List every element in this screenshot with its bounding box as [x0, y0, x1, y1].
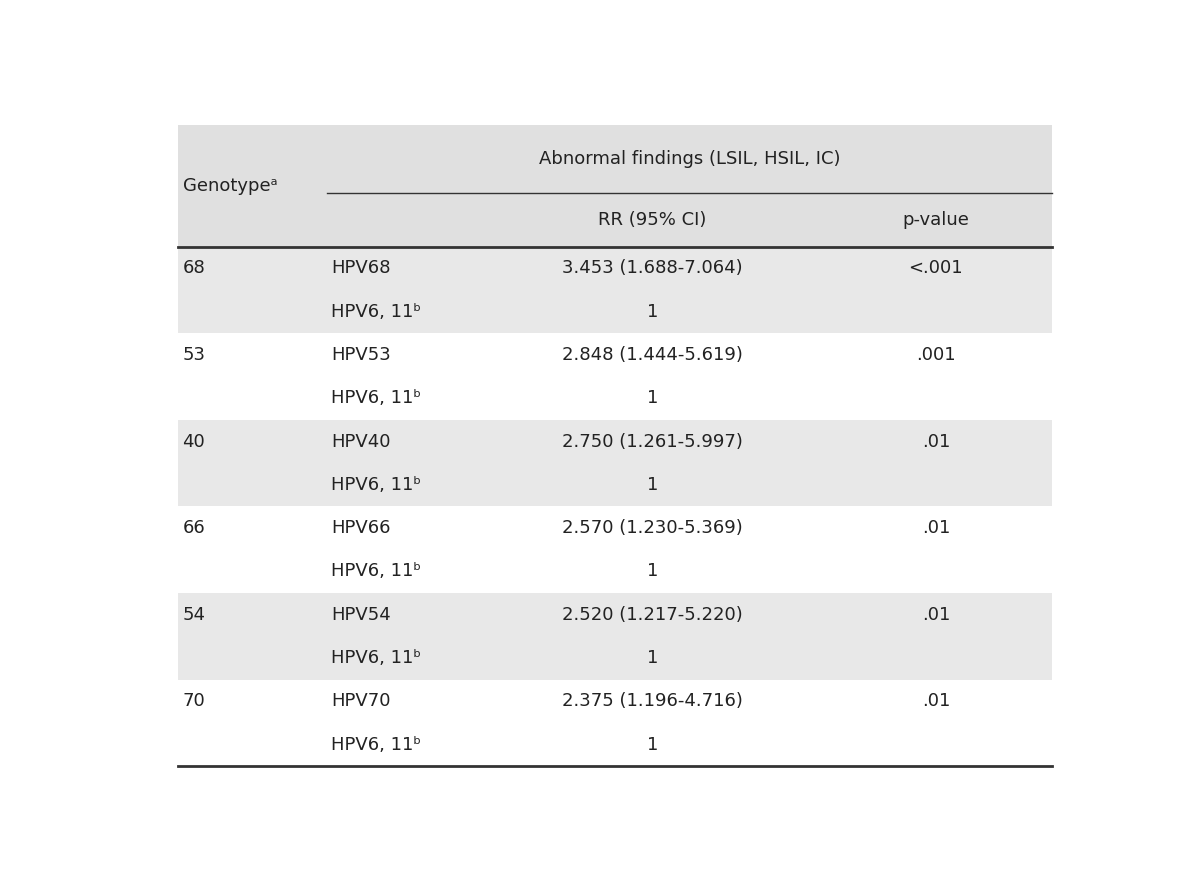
Text: 68: 68 [182, 259, 205, 278]
Bar [178, 125, 1052, 247]
Text: HPV66: HPV66 [331, 519, 391, 537]
Text: HPV54: HPV54 [331, 605, 391, 624]
Text: 40: 40 [182, 433, 205, 450]
Bar [178, 290, 1052, 334]
Text: 70: 70 [182, 692, 205, 710]
Bar [178, 377, 1052, 420]
Text: <.001: <.001 [908, 259, 964, 278]
Text: .01: .01 [922, 433, 950, 450]
Text: 53: 53 [182, 346, 205, 364]
Text: HPV6, 11ᵇ: HPV6, 11ᵇ [331, 562, 421, 581]
Text: 66: 66 [182, 519, 205, 537]
Text: 1: 1 [647, 476, 658, 494]
Text: Genotypeᵃ: Genotypeᵃ [182, 177, 277, 195]
Text: .001: .001 [916, 346, 955, 364]
Bar [178, 247, 1052, 290]
Text: RR (95% CI): RR (95% CI) [598, 211, 707, 229]
Bar [178, 334, 1052, 377]
Text: 1: 1 [647, 562, 658, 581]
Text: 2.375 (1.196-4.716): 2.375 (1.196-4.716) [562, 692, 743, 710]
Text: 3.453 (1.688-7.064): 3.453 (1.688-7.064) [562, 259, 743, 278]
Text: .01: .01 [922, 692, 950, 710]
Text: 2.520 (1.217-5.220): 2.520 (1.217-5.220) [562, 605, 743, 624]
Text: 54: 54 [182, 605, 205, 624]
Bar [178, 680, 1052, 723]
Text: HPV6, 11ᵇ: HPV6, 11ᵇ [331, 389, 421, 407]
Bar [178, 550, 1052, 593]
Bar [178, 463, 1052, 506]
Bar [178, 636, 1052, 680]
Text: 2.848 (1.444-5.619): 2.848 (1.444-5.619) [562, 346, 743, 364]
Text: 1: 1 [647, 736, 658, 753]
Text: HPV6, 11ᵇ: HPV6, 11ᵇ [331, 649, 421, 667]
Text: p-value: p-value [902, 211, 970, 229]
Text: HPV40: HPV40 [331, 433, 391, 450]
Text: HPV68: HPV68 [331, 259, 391, 278]
Bar [178, 723, 1052, 766]
Text: 2.570 (1.230-5.369): 2.570 (1.230-5.369) [562, 519, 743, 537]
Text: 1: 1 [647, 649, 658, 667]
Text: 2.750 (1.261-5.997): 2.750 (1.261-5.997) [562, 433, 743, 450]
Text: Abnormal findings (LSIL, HSIL, IC): Abnormal findings (LSIL, HSIL, IC) [539, 150, 840, 168]
Text: .01: .01 [922, 605, 950, 624]
Bar [178, 593, 1052, 636]
Bar [178, 506, 1052, 550]
Text: .01: .01 [922, 519, 950, 537]
Text: HPV6, 11ᵇ: HPV6, 11ᵇ [331, 476, 421, 494]
Text: 1: 1 [647, 389, 658, 407]
Bar [178, 420, 1052, 463]
Text: HPV53: HPV53 [331, 346, 391, 364]
Text: HPV70: HPV70 [331, 692, 391, 710]
Text: HPV6, 11ᵇ: HPV6, 11ᵇ [331, 303, 421, 321]
Text: 1: 1 [647, 303, 658, 321]
Text: HPV6, 11ᵇ: HPV6, 11ᵇ [331, 736, 421, 753]
